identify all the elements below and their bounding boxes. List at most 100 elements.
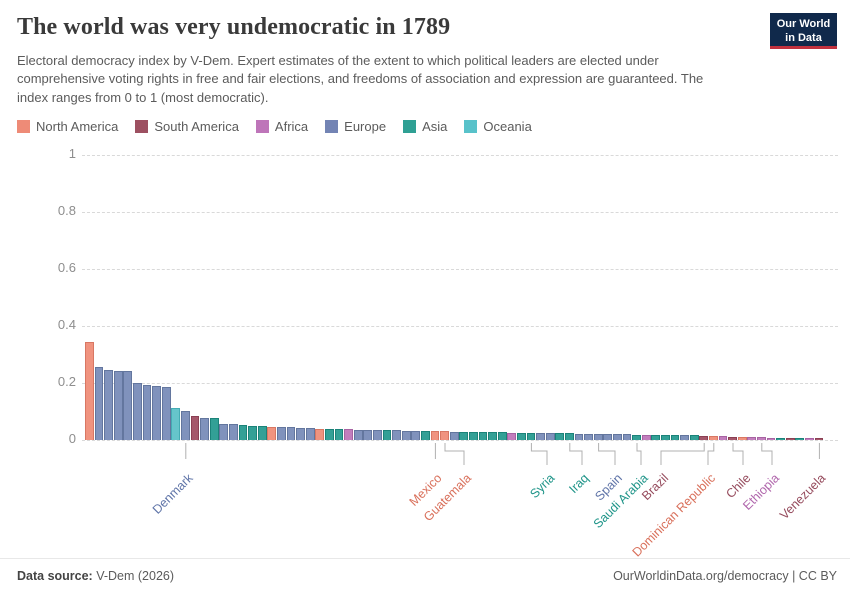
bar-brazil[interactable]: [699, 436, 709, 440]
bar-africa-67[interactable]: [718, 436, 728, 440]
bar-asia-44[interactable]: [497, 432, 507, 440]
bar-asia-26[interactable]: [325, 429, 334, 440]
bar-south-america-12[interactable]: [190, 416, 200, 440]
bar-saudi-arabia[interactable]: [632, 435, 641, 440]
country-label-venezuela[interactable]: Venezuela: [776, 471, 828, 523]
bar-europe-6[interactable]: [133, 383, 142, 440]
bar-asia-75[interactable]: [795, 438, 805, 440]
bar-europe-29[interactable]: [353, 430, 363, 440]
bar-europe-3[interactable]: [104, 370, 113, 440]
legend-item-north-america[interactable]: North America: [17, 119, 118, 134]
bar-europe-33[interactable]: [392, 430, 401, 440]
gridline-1: [82, 155, 838, 156]
bar-europe-13[interactable]: [200, 418, 209, 440]
bar-europe-8[interactable]: [152, 386, 161, 440]
footer-divider: [0, 558, 850, 559]
bar-venezuela[interactable]: [814, 438, 824, 440]
bar-europe-63[interactable]: [680, 435, 689, 440]
bar-asia-64[interactable]: [689, 435, 699, 440]
bar-spain[interactable]: [593, 434, 603, 440]
bar-north-america-25[interactable]: [315, 429, 325, 440]
bar-europe-21[interactable]: [277, 427, 286, 440]
bar-europe-22[interactable]: [286, 427, 296, 440]
bar-europe-39[interactable]: [449, 432, 459, 440]
legend-item-oceania[interactable]: Oceania: [464, 119, 532, 134]
bar-europe-52[interactable]: [574, 434, 584, 440]
legend-item-asia[interactable]: Asia: [403, 119, 447, 134]
bar-mexico[interactable]: [430, 431, 440, 440]
bar-asia-50[interactable]: [555, 433, 565, 440]
bar-africa-59[interactable]: [641, 435, 651, 440]
bar-north-america-69[interactable]: [737, 437, 747, 440]
bar-africa-76[interactable]: [805, 438, 814, 440]
owid-logo[interactable]: Our World in Data: [770, 13, 837, 49]
bar-europe-9[interactable]: [161, 387, 171, 440]
bar-europe-2[interactable]: [94, 367, 104, 440]
bar-oceania-10[interactable]: [171, 408, 181, 440]
bar-europe-7[interactable]: [142, 385, 152, 440]
bar-denmark[interactable]: [181, 411, 190, 440]
bar-europe-34[interactable]: [401, 431, 411, 440]
legend-label: Asia: [422, 119, 448, 134]
bar-europe-24[interactable]: [305, 428, 315, 440]
bar-europe-35[interactable]: [411, 431, 421, 440]
bar-dominican-republic[interactable]: [709, 436, 718, 440]
bar-asia-73[interactable]: [776, 438, 785, 440]
bar-europe-30[interactable]: [363, 430, 373, 440]
bar-africa-70[interactable]: [747, 437, 757, 440]
legend-item-africa[interactable]: Africa: [255, 119, 309, 134]
bar-europe-16[interactable]: [229, 424, 238, 440]
bar-guatemala[interactable]: [440, 431, 449, 440]
legend-item-south-america[interactable]: South America: [135, 119, 239, 134]
tick-connector-syria: [530, 443, 548, 465]
bar-asia-62[interactable]: [670, 435, 680, 440]
bar-europe-48[interactable]: [536, 433, 545, 440]
bar-north-america-1[interactable]: [85, 342, 94, 440]
country-label-denmark[interactable]: Denmark: [150, 471, 196, 517]
bar-asia-36[interactable]: [421, 431, 430, 440]
bar-ethiopia[interactable]: [757, 437, 766, 440]
footer: Data source: V-Dem (2026) OurWorldinData…: [17, 569, 837, 583]
credit-link[interactable]: OurWorldinData.org/democracy | CC BY: [613, 569, 837, 583]
bar-africa-45[interactable]: [507, 433, 517, 440]
bar-europe-23[interactable]: [296, 428, 305, 440]
bar-europe-31[interactable]: [373, 430, 382, 440]
chart-title: The world was very undemocratic in 1789: [17, 14, 451, 40]
bar-asia-32[interactable]: [382, 430, 392, 440]
bar-asia-27[interactable]: [334, 429, 344, 440]
bar-asia-41[interactable]: [469, 432, 478, 440]
bar-asia-17[interactable]: [238, 425, 248, 440]
bar-europe-5[interactable]: [123, 371, 133, 440]
bar-asia-43[interactable]: [488, 432, 497, 440]
bar-europe-49[interactable]: [545, 433, 555, 440]
bar-europe-4[interactable]: [113, 371, 123, 440]
bar-asia-14[interactable]: [209, 418, 219, 440]
bar-north-america-20[interactable]: [267, 427, 277, 440]
bar-europe-15[interactable]: [219, 424, 229, 440]
bar-europe-55[interactable]: [603, 434, 613, 440]
bar-asia-19[interactable]: [257, 426, 267, 440]
legend-swatch: [403, 120, 417, 133]
legend-swatch: [135, 120, 149, 133]
country-label-syria[interactable]: Syria: [526, 471, 557, 502]
legend-item-europe[interactable]: Europe: [325, 119, 386, 134]
bar-asia-46[interactable]: [517, 433, 526, 440]
gridline-0.6: [82, 269, 838, 270]
bar-south-america-74[interactable]: [785, 438, 795, 440]
bar-asia-42[interactable]: [478, 432, 488, 440]
bar-asia-40[interactable]: [459, 432, 469, 440]
bar-syria[interactable]: [526, 433, 536, 440]
bar-iraq[interactable]: [565, 433, 574, 440]
bar-europe-53[interactable]: [584, 434, 593, 440]
bar-africa-28[interactable]: [344, 429, 353, 440]
bar-asia-18[interactable]: [248, 426, 257, 440]
y-tick-label-0.8: 0.8: [57, 203, 76, 218]
bar-africa-72[interactable]: [766, 438, 776, 440]
bar-chile[interactable]: [728, 437, 737, 440]
bar-europe-57[interactable]: [622, 434, 632, 440]
bar-europe-56[interactable]: [613, 434, 622, 440]
bar-asia-61[interactable]: [661, 435, 670, 440]
country-label-iraq[interactable]: Iraq: [566, 471, 592, 497]
legend-label: Africa: [274, 119, 309, 134]
bar-asia-60[interactable]: [651, 435, 661, 440]
